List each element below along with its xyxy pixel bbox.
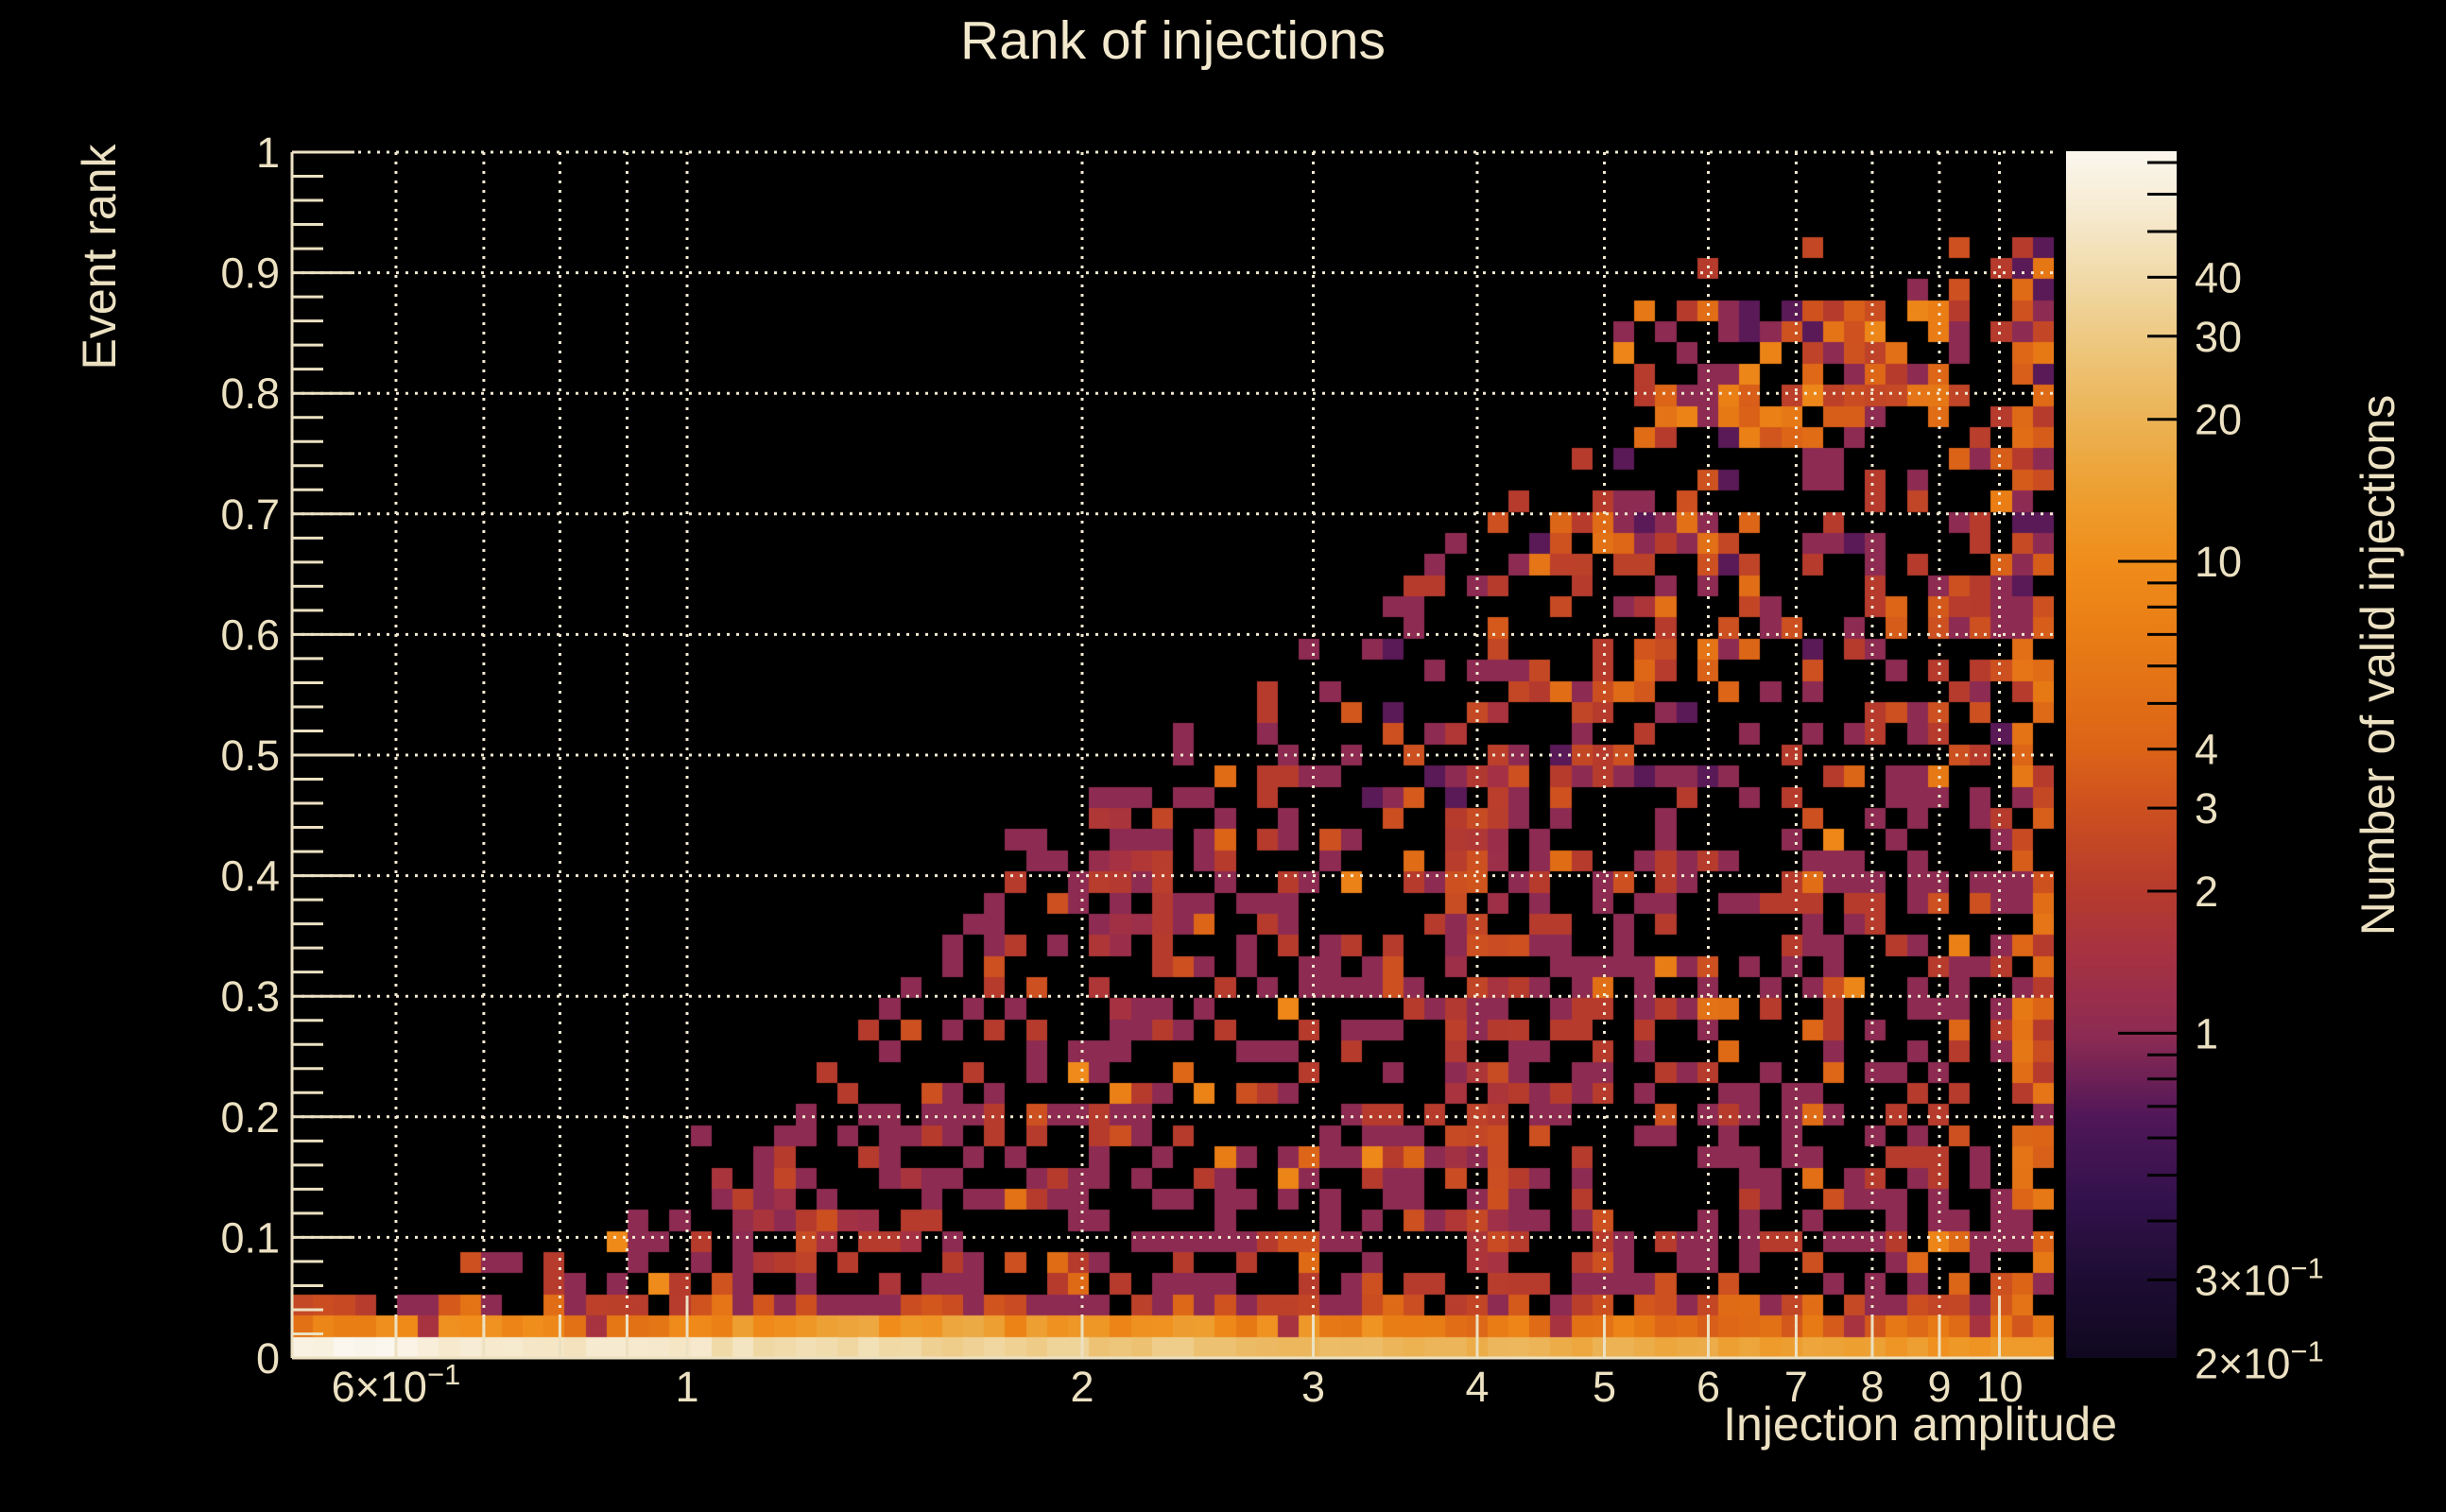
z-tick-label: 10	[2195, 538, 2242, 586]
z-tick-label: 20	[2195, 396, 2242, 444]
x-tick-label: 4	[1465, 1363, 1489, 1411]
y-tick-label: 0	[256, 1334, 280, 1383]
y-tick-label: 0.7	[220, 490, 280, 539]
x-tick-label: 6	[1697, 1363, 1720, 1411]
z-tick-label: 1	[2195, 1009, 2218, 1057]
z-tick-label: 3×10−1	[2195, 1251, 2324, 1304]
z-tick-label: 30	[2195, 313, 2242, 361]
x-tick-label: 8	[1860, 1363, 1884, 1411]
x-tick-label: 7	[1784, 1363, 1808, 1411]
chart-title: Rank of injections	[960, 10, 1386, 71]
y-tick-label: 0.2	[220, 1093, 280, 1142]
x-tick-label: 10	[1975, 1363, 2023, 1411]
z-tick-label: 2	[2195, 868, 2218, 916]
x-tick-label: 1	[675, 1363, 698, 1411]
x-tick-label: 9	[1927, 1363, 1951, 1411]
z-tick-label: 40	[2195, 253, 2242, 301]
x-tick-label: 5	[1593, 1363, 1616, 1411]
y-tick-label: 0.8	[220, 369, 280, 418]
y-tick-label: 0.4	[220, 852, 280, 901]
z-tick-label: 4	[2195, 726, 2218, 774]
x-tick-label: 6×10−1	[332, 1358, 461, 1411]
y-tick-label: 1	[256, 129, 280, 177]
y-tick-label: 0.3	[220, 972, 280, 1021]
y-tick-label: 0.9	[220, 249, 280, 298]
y-tick-label: 0.6	[220, 610, 280, 659]
x-tick-label: 3	[1301, 1363, 1325, 1411]
z-tick-label: 2×10−1	[2195, 1334, 2324, 1387]
x-tick-label: 2	[1070, 1363, 1094, 1411]
x-axis-title: Injection amplitude	[1723, 1398, 2117, 1451]
z-tick-label: 3	[2195, 784, 2218, 833]
y-tick-label: 0.5	[220, 731, 280, 780]
colorbar-canvas	[2066, 151, 2177, 1358]
y-tick-label: 0.1	[220, 1213, 280, 1262]
